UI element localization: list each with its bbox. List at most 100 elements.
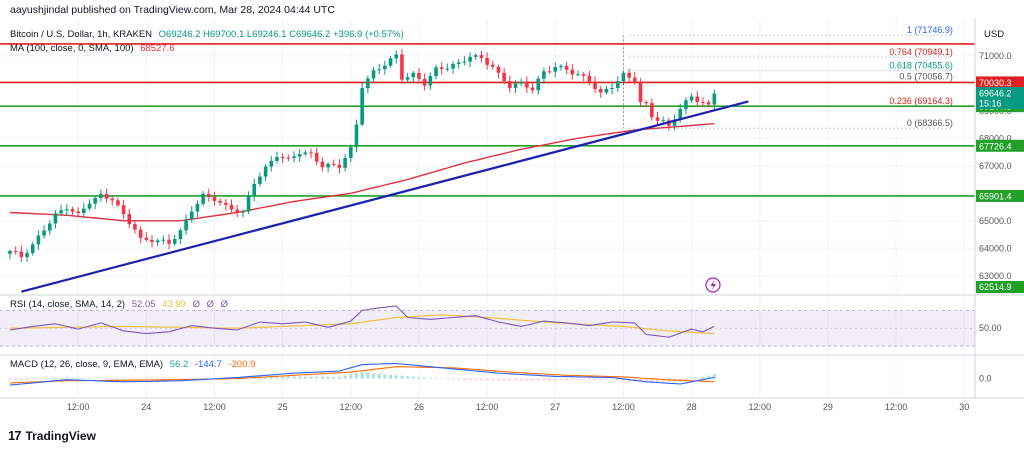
candle[interactable] bbox=[525, 76, 529, 93]
candle[interactable] bbox=[667, 117, 671, 131]
candle[interactable] bbox=[155, 238, 160, 247]
candle[interactable] bbox=[87, 199, 92, 211]
candle[interactable] bbox=[439, 62, 444, 75]
candle[interactable] bbox=[218, 198, 222, 206]
candle[interactable] bbox=[172, 234, 177, 246]
candle[interactable] bbox=[167, 234, 171, 250]
candle[interactable] bbox=[598, 85, 603, 98]
candle[interactable] bbox=[326, 162, 330, 173]
tradingview-logo[interactable]: 17 TradingView bbox=[8, 428, 96, 443]
candle[interactable] bbox=[451, 61, 455, 74]
candle[interactable] bbox=[76, 207, 80, 218]
candle[interactable] bbox=[252, 178, 257, 202]
candle[interactable] bbox=[388, 56, 393, 68]
candle[interactable] bbox=[70, 206, 75, 215]
candle[interactable] bbox=[547, 65, 552, 74]
candle[interactable] bbox=[627, 68, 631, 84]
candle[interactable] bbox=[610, 82, 614, 95]
candle[interactable] bbox=[331, 159, 336, 167]
candle[interactable] bbox=[144, 232, 149, 242]
candle[interactable] bbox=[59, 204, 63, 216]
candle[interactable] bbox=[479, 50, 484, 63]
candle[interactable] bbox=[377, 63, 381, 75]
price-pane[interactable]: 1 (71746.9) 0.764 (70949.1) 0.618 (70455.6… bbox=[0, 25, 975, 293]
candle[interactable] bbox=[116, 197, 120, 208]
candle[interactable] bbox=[349, 144, 353, 163]
symbol-title[interactable]: Bitcoin / U.S. Dollar, 1h, KRAKEN bbox=[10, 29, 153, 40]
candle[interactable] bbox=[655, 111, 660, 127]
candle[interactable] bbox=[587, 70, 592, 86]
candle[interactable] bbox=[161, 235, 166, 245]
candle[interactable] bbox=[110, 194, 115, 206]
ma-line[interactable] bbox=[9, 123, 715, 222]
candle[interactable] bbox=[706, 100, 711, 108]
candle[interactable] bbox=[320, 157, 325, 172]
candle[interactable] bbox=[615, 76, 620, 93]
candle[interactable] bbox=[468, 52, 472, 68]
candle[interactable] bbox=[263, 164, 268, 182]
candle[interactable] bbox=[633, 72, 637, 85]
candle[interactable] bbox=[269, 155, 274, 172]
candle[interactable] bbox=[82, 203, 86, 219]
candle[interactable] bbox=[286, 154, 291, 162]
candle[interactable] bbox=[366, 75, 370, 94]
candle[interactable] bbox=[604, 85, 609, 95]
candle[interactable] bbox=[13, 246, 18, 255]
candle[interactable] bbox=[121, 200, 126, 220]
candle[interactable] bbox=[303, 149, 308, 157]
candle[interactable] bbox=[434, 64, 438, 80]
candle[interactable] bbox=[337, 159, 342, 174]
candle[interactable] bbox=[581, 71, 586, 82]
candle[interactable] bbox=[405, 72, 410, 84]
candle[interactable] bbox=[496, 64, 501, 79]
candle[interactable] bbox=[133, 221, 137, 234]
candle[interactable] bbox=[343, 154, 347, 172]
rsi-ma-line[interactable] bbox=[9, 314, 715, 335]
candle[interactable] bbox=[229, 199, 234, 213]
candle[interactable] bbox=[371, 66, 376, 83]
candle[interactable] bbox=[428, 72, 433, 90]
candle[interactable] bbox=[383, 60, 387, 75]
candle[interactable] bbox=[644, 100, 648, 108]
candle[interactable] bbox=[576, 70, 580, 77]
candle[interactable] bbox=[53, 210, 58, 229]
candle[interactable] bbox=[411, 70, 416, 83]
candle[interactable] bbox=[207, 188, 211, 202]
candle[interactable] bbox=[104, 188, 109, 203]
candle[interactable] bbox=[559, 64, 563, 71]
candle[interactable] bbox=[508, 75, 512, 93]
candle[interactable] bbox=[241, 209, 245, 218]
candle[interactable] bbox=[99, 189, 103, 202]
macd-line[interactable] bbox=[9, 362, 715, 386]
candle[interactable] bbox=[570, 64, 575, 80]
macd-signal-line[interactable] bbox=[9, 366, 715, 384]
candle[interactable] bbox=[536, 75, 541, 95]
candle[interactable] bbox=[280, 153, 285, 164]
candle[interactable] bbox=[672, 114, 677, 131]
candle[interactable] bbox=[422, 73, 427, 91]
candle[interactable] bbox=[462, 56, 467, 66]
candle[interactable] bbox=[309, 148, 313, 159]
candle[interactable] bbox=[695, 91, 700, 107]
candle[interactable] bbox=[65, 204, 69, 216]
candle[interactable] bbox=[638, 78, 643, 108]
candle[interactable] bbox=[127, 208, 132, 229]
candle[interactable] bbox=[246, 191, 251, 215]
candle[interactable] bbox=[394, 50, 399, 64]
candle[interactable] bbox=[542, 67, 546, 84]
candle[interactable] bbox=[25, 249, 29, 262]
candle[interactable] bbox=[297, 149, 302, 162]
candle[interactable] bbox=[42, 225, 46, 239]
candle[interactable] bbox=[593, 76, 597, 93]
candle[interactable] bbox=[30, 241, 35, 256]
candle[interactable] bbox=[224, 199, 228, 211]
ma-label[interactable]: MA (100, close, 0, SMA, 100) bbox=[10, 43, 134, 54]
candle[interactable] bbox=[19, 246, 24, 262]
candle[interactable] bbox=[258, 172, 262, 187]
rsi-line[interactable] bbox=[9, 305, 715, 338]
candle[interactable] bbox=[212, 191, 217, 206]
candle[interactable] bbox=[235, 204, 239, 218]
candle[interactable] bbox=[178, 228, 183, 245]
candle[interactable] bbox=[138, 226, 143, 244]
